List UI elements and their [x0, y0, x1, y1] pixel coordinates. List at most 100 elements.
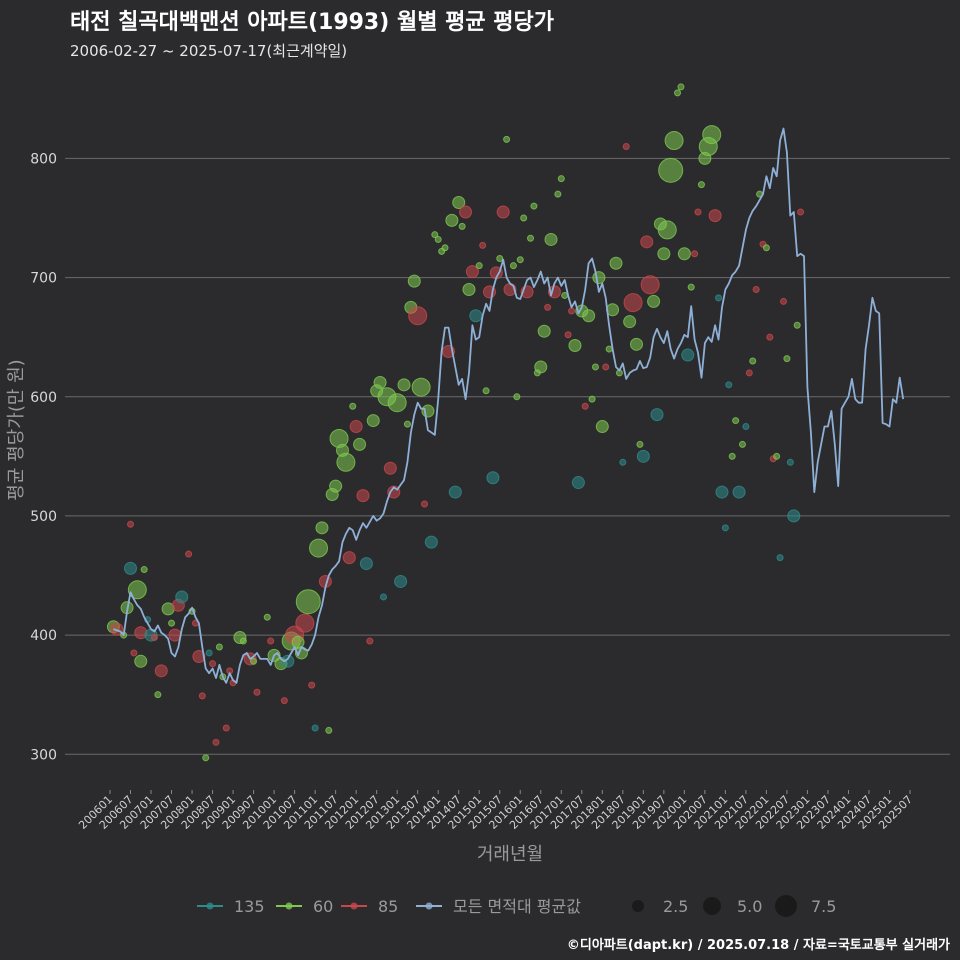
point-135-45	[281, 654, 295, 668]
point-60-181	[749, 357, 757, 365]
point-85-164	[691, 250, 699, 258]
point-135-78	[394, 574, 408, 588]
point-60-176	[732, 417, 740, 425]
point-85-121	[544, 303, 552, 311]
point-85-25	[198, 692, 206, 700]
point-135-149	[636, 449, 650, 463]
point-85-24	[192, 650, 206, 664]
point-135-179	[742, 423, 750, 431]
point-135-171	[715, 294, 723, 302]
point-85-32	[222, 724, 230, 732]
point-60-80	[403, 420, 411, 428]
point-60-111	[509, 262, 517, 270]
point-135-5	[124, 561, 138, 575]
point-60-166	[697, 181, 705, 189]
point-85-21	[185, 550, 193, 558]
page-subtitle: 2006-02-27 ~ 2025-07-17(최근계약일)	[70, 42, 348, 60]
legend-size-label-1: 5.0	[737, 897, 762, 916]
point-85-99	[465, 265, 479, 279]
point-85-65	[349, 420, 363, 434]
point-85-41	[267, 637, 275, 645]
point-60-107	[496, 255, 504, 263]
point-60-57	[325, 726, 333, 734]
point-85-128	[568, 307, 576, 315]
point-85-29	[212, 738, 220, 746]
point-60-139	[605, 345, 613, 353]
y-tick-label-600: 600	[30, 390, 57, 406]
point-135-174	[725, 381, 733, 389]
point-85-85	[421, 500, 429, 508]
point-135-100	[469, 309, 483, 323]
point-60-152	[647, 294, 661, 308]
point-85-144	[622, 143, 630, 150]
x-axis-label: 거래년월	[477, 844, 543, 865]
point-85-146	[623, 293, 643, 313]
point-60-26	[202, 754, 210, 762]
point-60-129	[568, 339, 582, 353]
legend-label-85: 85	[378, 897, 398, 916]
point-60-14	[154, 691, 162, 699]
legend-dot-avg	[425, 902, 433, 910]
point-85-44	[280, 697, 288, 705]
point-60-113	[516, 256, 524, 264]
point-60-163	[687, 283, 695, 291]
point-85-52	[308, 681, 316, 689]
point-60-116	[527, 234, 535, 242]
x-axis-ticks: 2006012006072007012007072008012008072009…	[76, 790, 915, 832]
legend-dot-135	[206, 902, 214, 910]
point-60-7	[127, 580, 147, 600]
point-60-89	[434, 235, 442, 243]
point-135-192	[786, 458, 794, 466]
point-60-62	[336, 452, 356, 472]
point-85-15	[154, 664, 168, 678]
point-135-20	[175, 590, 189, 604]
legend-size-dot-2	[775, 895, 797, 917]
point-135-130	[571, 476, 585, 490]
legend-size-label-2: 7.5	[811, 897, 836, 916]
point-135-172	[715, 485, 729, 499]
point-60-17	[168, 619, 176, 627]
point-85-4	[127, 520, 135, 528]
point-60-125	[557, 175, 565, 183]
point-60-124	[554, 190, 562, 198]
source-caption: ©디아파트(dapt.kr) / 2025.07.18 / 자료=국토교통부 실…	[566, 938, 950, 953]
point-135-177	[732, 485, 746, 499]
point-85-170	[708, 209, 722, 223]
y-tick-label-500: 500	[30, 509, 57, 525]
point-60-91	[441, 244, 449, 252]
scatter-points	[106, 83, 805, 762]
point-60-191	[783, 355, 791, 363]
point-85-132	[581, 402, 589, 410]
point-60-55	[315, 521, 329, 535]
point-60-98	[462, 283, 476, 296]
point-135-189	[776, 554, 784, 562]
point-60-157	[658, 157, 684, 183]
point-60-79	[397, 378, 411, 392]
point-60-38	[250, 657, 258, 665]
point-60-160	[677, 83, 685, 91]
point-60-77	[387, 393, 407, 413]
legend-label-avg: 모든 면적대 평균값	[453, 897, 581, 916]
point-60-137	[595, 420, 609, 434]
legend: 135 60 85 모든 면적대 평균값 2.5 5.0 7.5	[197, 895, 836, 917]
point-60-51	[295, 589, 321, 615]
point-60-120	[537, 324, 551, 338]
point-135-153	[650, 408, 664, 422]
y-axis-ticks: 300 400 500 600 700 800	[30, 151, 57, 763]
point-85-180	[745, 369, 753, 377]
point-60-93	[445, 213, 459, 227]
y-tick-label-800: 800	[30, 151, 57, 167]
legend-label-135: 135	[234, 897, 265, 916]
point-135-193	[787, 509, 801, 523]
legend-size-dot-0	[632, 900, 644, 912]
point-60-185	[762, 244, 770, 252]
page-title: 태전 칠곡대백맨션 아파트(1993) 월별 평균 평당가	[70, 10, 554, 35]
point-60-161	[677, 247, 691, 261]
point-85-195	[797, 208, 805, 216]
point-85-13	[150, 633, 158, 641]
point-85-97	[459, 205, 473, 219]
point-135-173	[721, 524, 729, 532]
point-60-134	[588, 395, 596, 403]
